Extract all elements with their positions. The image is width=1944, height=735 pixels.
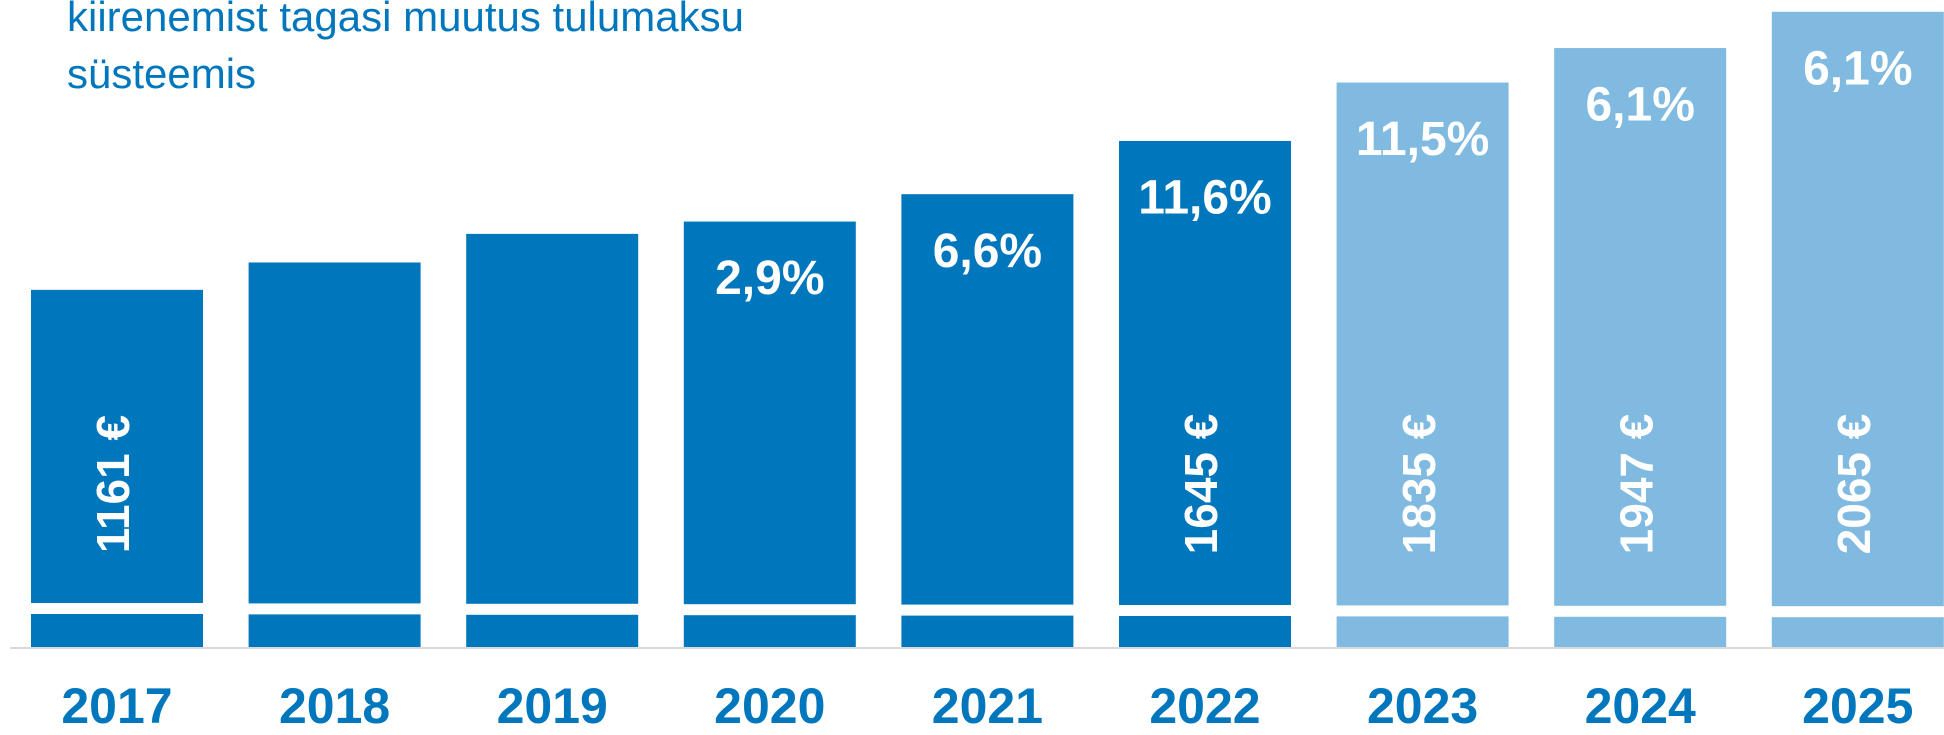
axis-break bbox=[1770, 606, 1944, 618]
x-tick-label: 2023 bbox=[1367, 678, 1478, 734]
x-tick-label: 2019 bbox=[497, 678, 608, 734]
bar bbox=[1119, 140, 1291, 647]
bar bbox=[248, 262, 421, 647]
bar bbox=[683, 221, 856, 647]
bar bbox=[1771, 11, 1944, 648]
growth-label: 6,6% bbox=[933, 225, 1042, 278]
value-label: 1161 € bbox=[87, 415, 139, 553]
value-label: 1947 € bbox=[1610, 414, 1662, 555]
x-tick-label: 2025 bbox=[1802, 678, 1913, 734]
growth-label: 2,9% bbox=[715, 252, 824, 305]
x-tick-label: 2017 bbox=[61, 678, 172, 734]
axis-break bbox=[465, 603, 640, 615]
bar bbox=[1554, 48, 1727, 647]
axis-break bbox=[1118, 605, 1292, 616]
value-label: 1835 € bbox=[1393, 414, 1445, 555]
axis-break bbox=[247, 603, 422, 615]
bar bbox=[31, 289, 203, 647]
chart-title: kiirenemist tagasi muutus tulumaksu bbox=[67, 0, 744, 40]
bar bbox=[901, 194, 1074, 648]
bar bbox=[466, 233, 639, 647]
growth-label: 11,5% bbox=[1356, 113, 1489, 166]
x-tick-label: 2022 bbox=[1149, 678, 1260, 734]
value-label: 2065 € bbox=[1828, 414, 1880, 555]
chart-title: süsteemis bbox=[67, 50, 256, 97]
growth-label: 6,1% bbox=[1585, 79, 1694, 132]
x-tick-label: 2021 bbox=[932, 678, 1043, 734]
growth-label: 11,6% bbox=[1138, 172, 1271, 225]
axis-break bbox=[30, 603, 204, 614]
x-tick-label: 2018 bbox=[279, 678, 390, 734]
axis-break bbox=[900, 604, 1075, 616]
value-label: 1645 € bbox=[1175, 414, 1227, 555]
axis-break bbox=[1335, 605, 1510, 617]
axis-break bbox=[682, 604, 857, 616]
growth-label: 6,1% bbox=[1803, 42, 1912, 95]
bar bbox=[1336, 82, 1509, 648]
axis-break bbox=[1553, 605, 1728, 617]
x-tick-label: 2020 bbox=[714, 678, 825, 734]
x-tick-label: 2024 bbox=[1585, 678, 1696, 734]
